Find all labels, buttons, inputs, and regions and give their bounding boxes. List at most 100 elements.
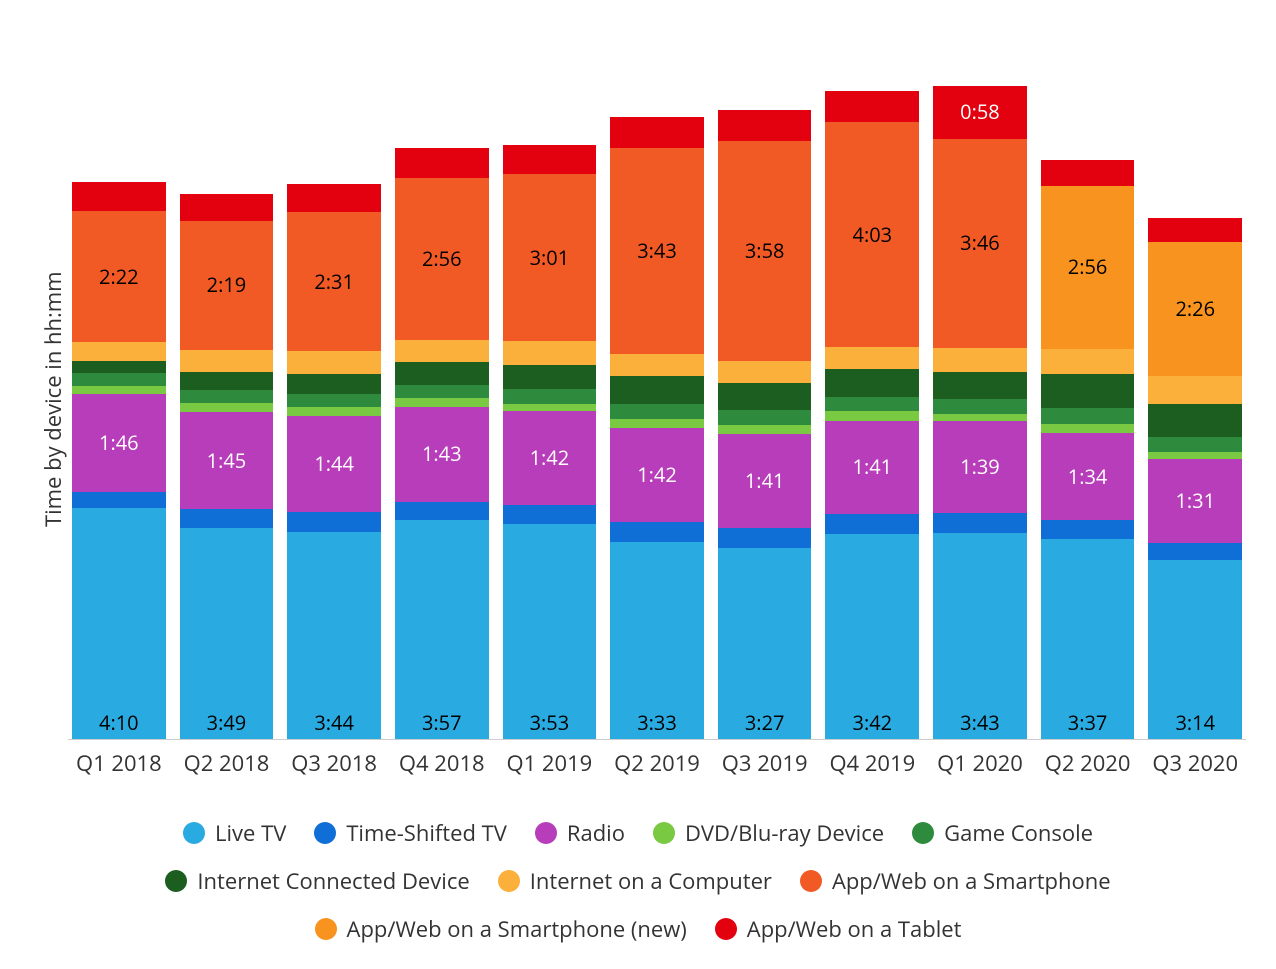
bar-column: 3:331:423:43 [610, 117, 704, 739]
bar-segment-live_tv: 3:57 [395, 520, 489, 739]
legend-item: Internet Connected Device [165, 866, 469, 896]
bar-segment-computer [180, 350, 274, 372]
bar-segment-time_shifted [1041, 520, 1135, 538]
segment-value-label: 3:46 [933, 233, 1027, 253]
bar-segment-game_console [933, 399, 1027, 414]
bar-segment-time_shifted [72, 492, 166, 509]
y-axis-label: Time by device in hh:mm [30, 20, 68, 778]
segment-value-label: 3:57 [395, 713, 489, 733]
legend-item: App/Web on a Smartphone (new) [315, 914, 687, 944]
bar-segment-live_tv: 3:33 [610, 542, 704, 739]
segment-value-label: 1:39 [933, 457, 1027, 477]
bar-segment-tablet [180, 194, 274, 222]
bar-segment-internet_dev [395, 362, 489, 384]
x-axis-tick-label: Q2 2018 [180, 748, 274, 778]
bar-segment-computer [287, 351, 381, 373]
x-axis-tick-label: Q1 2019 [503, 748, 597, 778]
bar-segment-live_tv: 3:37 [1041, 539, 1135, 739]
bar-segment-time_shifted [503, 505, 597, 523]
segment-value-label: 2:22 [72, 267, 166, 287]
bar-column: 3:43 1:39 3:46 0:58 [933, 86, 1027, 739]
x-axis-tick-label: Q2 2020 [1041, 748, 1135, 778]
bar-segment-dvd_bluray [610, 419, 704, 428]
legend-item: Radio [535, 818, 625, 848]
bar-segment-computer [718, 361, 812, 383]
legend-swatch-icon [800, 870, 822, 892]
bar-segment-internet_dev [1148, 404, 1242, 437]
bar-column: 4:10 1:46 2:22 [72, 182, 166, 739]
plot-area: 4:101:462:223:491:452:193:441:442:313:57… [68, 20, 1246, 778]
bar-segment-internet_dev [825, 369, 919, 397]
bar-segment-tablet [825, 91, 919, 122]
segment-value-label: 1:43 [395, 444, 489, 464]
legend-item: Game Console [912, 818, 1093, 848]
bar-segment-smartphone_new: 2:26 [1148, 242, 1242, 377]
bar-segment-dvd_bluray [72, 386, 166, 393]
segment-value-label: 2:56 [395, 249, 489, 269]
bar-segment-live_tv: 3:44 [287, 532, 381, 739]
bar-segment-game_console [610, 404, 704, 419]
legend-label: App/Web on a Smartphone [832, 866, 1111, 896]
segment-value-label: 1:31 [1148, 491, 1242, 511]
legend-label: App/Web on a Tablet [747, 914, 962, 944]
bar-segment-time_shifted [933, 513, 1027, 533]
bar-segment-computer [1041, 349, 1135, 375]
legend-label: DVD/Blu-ray Device [685, 818, 884, 848]
x-axis-tick-label: Q1 2020 [933, 748, 1027, 778]
bar-column: 3:421:414:03 [825, 91, 919, 739]
segment-value-label: 1:44 [287, 454, 381, 474]
bar-segment-tablet [287, 184, 381, 212]
x-axis-tick-label: Q3 2018 [287, 748, 381, 778]
bar-segment-tablet: 0:58 [933, 86, 1027, 140]
segment-value-label: 3:14 [1148, 713, 1242, 733]
segment-value-label: 3:49 [180, 713, 274, 733]
segment-value-label: 1:46 [72, 433, 166, 453]
bar-segment-smartphone: 2:31 [287, 212, 381, 351]
segment-value-label: 0:58 [933, 102, 1027, 122]
segment-value-label: 2:56 [1041, 257, 1135, 277]
legend-item: Live TV [183, 818, 286, 848]
bar-segment-tablet [72, 182, 166, 212]
bar-segment-live_tv: 4:10 [72, 508, 166, 739]
bar-segment-live_tv: 3:49 [180, 528, 274, 739]
x-axis-tick-label: Q4 2018 [395, 748, 489, 778]
segment-value-label: 3:43 [933, 713, 1027, 733]
legend-item: App/Web on a Smartphone [800, 866, 1111, 896]
x-axis-tick-label: Q4 2019 [825, 748, 919, 778]
legend-swatch-icon [314, 822, 336, 844]
segment-value-label: 3:53 [503, 713, 597, 733]
legend-label: Internet on a Computer [530, 866, 772, 896]
segment-value-label: 3:42 [825, 713, 919, 733]
bar-segment-radio: 1:46 [72, 394, 166, 492]
bar-segment-game_console [718, 410, 812, 425]
bar-column: 3:271:413:58 [718, 110, 812, 739]
legend-swatch-icon [653, 822, 675, 844]
bar-segment-internet_dev [718, 383, 812, 411]
segment-value-label: 3:44 [287, 713, 381, 733]
legend-item: Internet on a Computer [498, 866, 772, 896]
bar-segment-game_console [72, 373, 166, 386]
legend-swatch-icon [715, 918, 737, 940]
bar-segment-dvd_bluray [718, 425, 812, 434]
legend-item: DVD/Blu-ray Device [653, 818, 884, 848]
bar-segment-internet_dev [72, 361, 166, 374]
x-axis-tick-label: Q1 2018 [72, 748, 166, 778]
bar-segment-radio: 1:42 [503, 411, 597, 505]
bar-segment-smartphone: 2:56 [395, 178, 489, 340]
bar-segment-game_console [395, 385, 489, 398]
bar-segment-time_shifted [718, 528, 812, 548]
bar-segment-time_shifted [610, 522, 704, 542]
bar-column: 3:371:342:56 [1041, 160, 1135, 739]
bar-segment-radio: 1:41 [718, 434, 812, 527]
bar-segment-time_shifted [287, 512, 381, 532]
segment-value-label: 3:43 [610, 241, 704, 261]
bar-column: 3:531:423:01 [503, 145, 597, 739]
bar-segment-time_shifted [1148, 543, 1242, 560]
segment-value-label: 3:58 [718, 241, 812, 261]
bar-segment-game_console [503, 389, 597, 404]
bar-segment-smartphone: 3:43 [610, 148, 704, 354]
bar-segment-computer [610, 354, 704, 376]
segment-value-label: 3:33 [610, 713, 704, 733]
segment-value-label: 1:41 [718, 471, 812, 491]
bar-segment-dvd_bluray [825, 411, 919, 420]
